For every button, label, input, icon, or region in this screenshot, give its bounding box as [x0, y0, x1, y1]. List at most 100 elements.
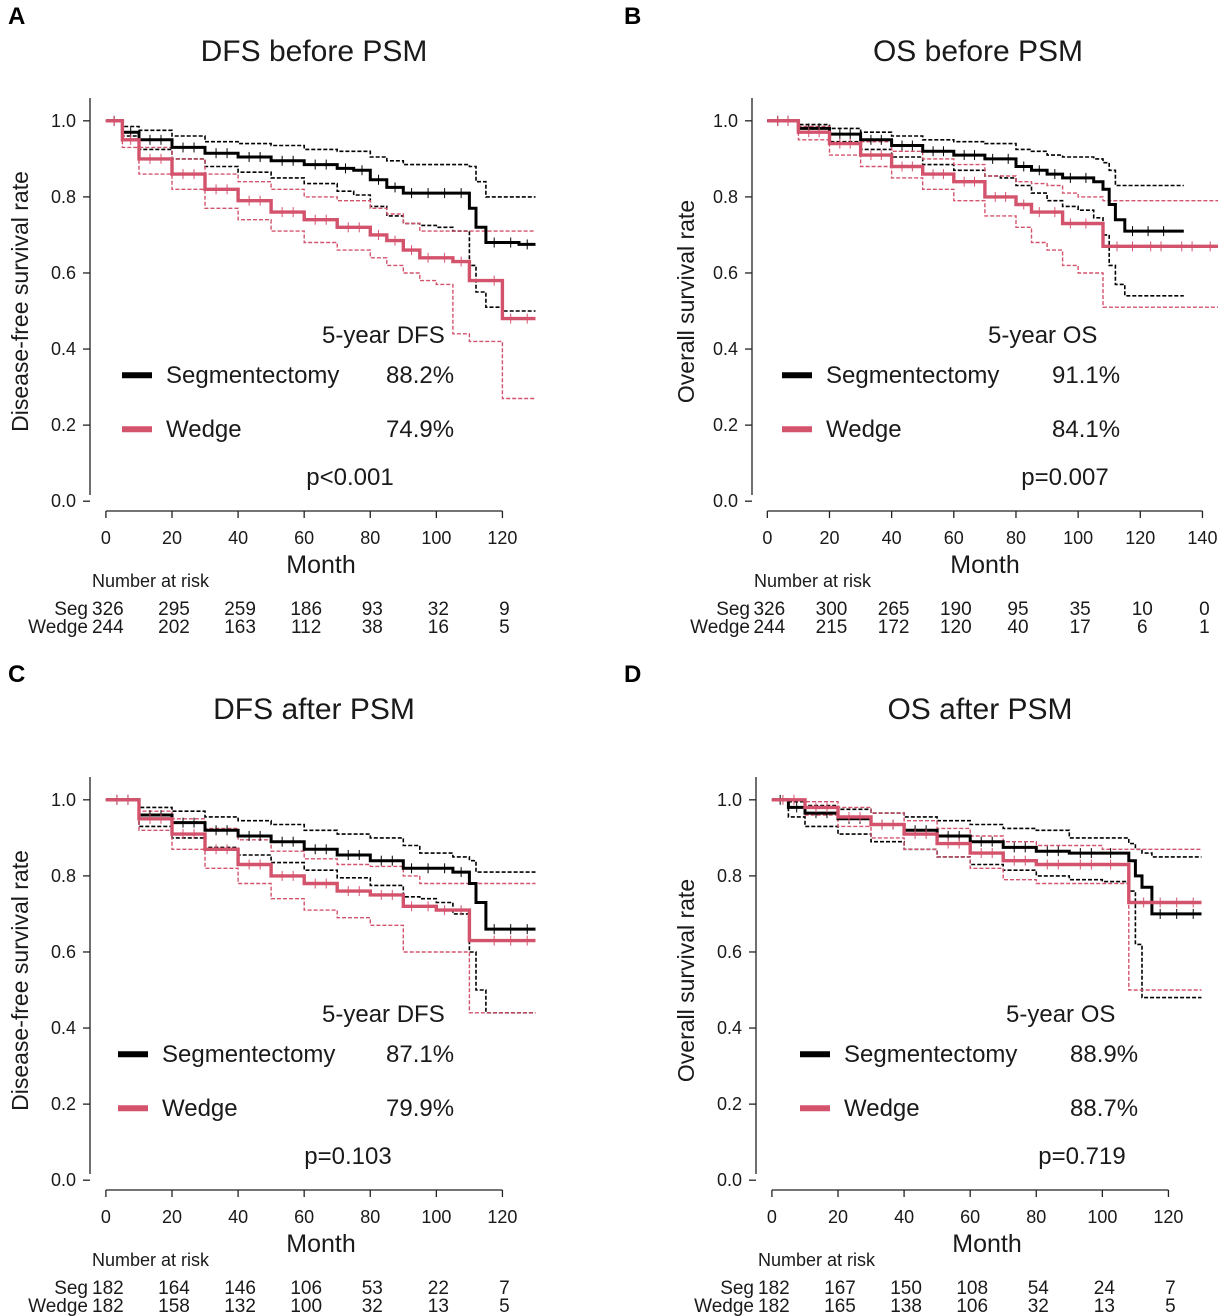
ci-upper-line: [105, 120, 536, 232]
risk-value: 13: [1094, 1296, 1115, 1316]
x-tick-label: 0: [767, 1207, 777, 1227]
censor-marks: [782, 794, 1194, 908]
risk-row-label: Wedge: [690, 617, 750, 638]
km-chart: D OS after PSM 0.0 0.2 0.4 0.6 0.8 1.0 Overall s…: [624, 661, 1202, 1316]
risk-row-label: Wedge: [694, 1296, 754, 1316]
chart-title: DFS after PSM: [213, 693, 415, 726]
y-tick-label: 0.2: [717, 1094, 742, 1114]
risk-value: 190: [940, 599, 972, 620]
legend-label: Segmentectomy: [844, 1041, 1017, 1068]
legend-title: 5-year OS: [1006, 1001, 1115, 1028]
survival-curve: [105, 798, 536, 943]
y-tick-label: 0.4: [713, 339, 738, 359]
risk-row-label: Seg: [716, 599, 750, 620]
x-tick-label: 100: [1063, 528, 1093, 548]
y-tick-label: 0.0: [713, 491, 738, 511]
x-tick-label: 20: [819, 528, 839, 548]
risk-value: 326: [753, 599, 785, 620]
risk-value: 158: [158, 1296, 190, 1316]
risk-value: 182: [758, 1296, 790, 1316]
risk-value: 112: [291, 617, 321, 638]
ci-upper-line: [105, 799, 536, 885]
y-tick-label: 1.0: [51, 111, 76, 131]
x-tick-label: 60: [294, 528, 314, 548]
ci-upper-line: [767, 120, 1184, 187]
risk-table-title: Number at risk: [754, 571, 872, 591]
risk-value: 95: [1007, 599, 1028, 620]
legend-rate: 91.1%: [1052, 362, 1120, 389]
legend-rate: 74.9%: [386, 416, 454, 443]
x-tick-label: 0: [101, 1207, 111, 1227]
x-tick-label: 100: [1087, 1207, 1117, 1227]
survival-curve: [105, 119, 536, 321]
panel-c: C DFS after PSM 0.0 0.2 0.4 0.6 0.8 1.0 Disease-…: [0, 658, 616, 1316]
risk-value: 6: [1137, 617, 1148, 638]
risk-value: 150: [890, 1278, 922, 1299]
risk-value: 32: [1028, 1296, 1049, 1316]
panel-letter: D: [624, 661, 641, 688]
risk-value: 265: [878, 599, 910, 620]
x-tick-label: 120: [1125, 528, 1155, 548]
risk-value: 132: [224, 1296, 256, 1316]
y-tick-label: 1.0: [51, 790, 76, 810]
risk-table-title: Number at risk: [92, 571, 210, 591]
y-axis-label: Disease-free survival rate: [7, 850, 33, 1111]
risk-value: 244: [753, 617, 785, 638]
risk-value: 5: [1165, 1296, 1176, 1316]
risk-value: 186: [290, 599, 322, 620]
x-axis-label: Month: [952, 1230, 1021, 1258]
risk-value: 295: [158, 599, 190, 620]
y-tick-label: 0.2: [51, 415, 76, 435]
legend-title: 5-year OS: [988, 322, 1097, 349]
x-tick-label: 80: [360, 1207, 380, 1227]
ci-lower-line: [771, 799, 1202, 999]
x-tick-label: 100: [421, 528, 451, 548]
risk-table-title: Number at risk: [92, 1250, 210, 1270]
x-axis-label: Month: [286, 1230, 355, 1258]
x-tick-label: 40: [894, 1207, 914, 1227]
risk-value: 326: [92, 599, 124, 620]
y-tick-label: 0.6: [713, 263, 738, 283]
y-tick-label: 0.6: [51, 263, 76, 283]
x-tick-label: 80: [360, 528, 380, 548]
x-tick-label: 0: [101, 528, 111, 548]
x-tick-label: 40: [228, 1207, 248, 1227]
x-tick-label: 140: [1187, 528, 1217, 548]
y-tick-label: 0.8: [51, 187, 76, 207]
panel-b: B OS before PSM 0.0 0.2 0.4 0.6 0.8 1.0 Overall …: [616, 0, 1232, 658]
y-axis-label: Disease-free survival rate: [7, 171, 33, 432]
x-axis-label: Month: [950, 551, 1019, 579]
legend-rate: 84.1%: [1052, 416, 1120, 443]
legend-rate: 87.1%: [386, 1041, 454, 1068]
risk-value: 163: [224, 617, 256, 638]
ci-upper-line: [771, 799, 1202, 850]
risk-value: 182: [92, 1296, 124, 1316]
km-chart: A DFS before PSM 0.0 0.2 0.4 0.6 0.8 1.0 Disease…: [7, 3, 536, 638]
km-chart: C DFS after PSM 0.0 0.2 0.4 0.6 0.8 1.0 Disease-…: [7, 661, 536, 1316]
p-value: p=0.007: [1021, 464, 1108, 491]
risk-row-label: Seg: [720, 1278, 754, 1299]
risk-row-label: Seg: [54, 599, 88, 620]
risk-value: 164: [158, 1278, 190, 1299]
panel-letter: B: [624, 3, 641, 30]
risk-value: 300: [816, 599, 848, 620]
p-value: p=0.719: [1038, 1143, 1125, 1170]
x-tick-label: 40: [228, 528, 248, 548]
risk-value: 167: [824, 1278, 856, 1299]
x-tick-label: 20: [162, 1207, 182, 1227]
ci-lower-line: [105, 799, 536, 1014]
survival-curve: [105, 798, 536, 931]
risk-value: 17: [1070, 617, 1091, 638]
risk-value: 172: [878, 617, 910, 638]
x-tick-label: 40: [882, 528, 902, 548]
ci-lower-line: [767, 120, 1184, 297]
km-chart: B OS before PSM 0.0 0.2 0.4 0.6 0.8 1.0 Overall …: [624, 3, 1218, 638]
risk-value: 138: [890, 1296, 922, 1316]
ci-lower-line: [105, 120, 536, 400]
y-tick-label: 0.2: [713, 415, 738, 435]
risk-row-label: Wedge: [28, 617, 88, 638]
legend-title: 5-year DFS: [322, 1001, 445, 1028]
risk-value: 202: [158, 617, 190, 638]
risk-value: 22: [428, 1278, 449, 1299]
risk-value: 54: [1028, 1278, 1050, 1299]
